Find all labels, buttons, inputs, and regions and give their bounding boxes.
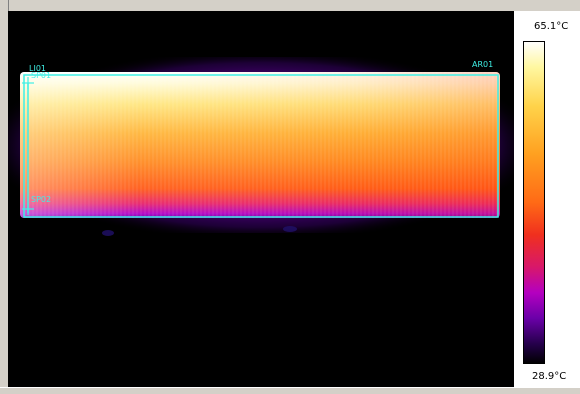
spot-sp02-label: SP02 — [31, 195, 51, 204]
area-ar01-label: AR01 — [472, 60, 493, 69]
crosshair-icon[interactable] — [22, 203, 34, 215]
reflection-blob — [283, 226, 297, 232]
window-bottom-border — [0, 387, 580, 394]
spot-sp01-label: SP01 — [31, 71, 51, 80]
line-li01-label: LI01 — [29, 64, 46, 73]
thermal-image-viewport[interactable]: AR01 LI01 SP01 SP02 — [8, 11, 514, 387]
scale-max-label: 65.1°C — [534, 21, 569, 32]
scale-min-label: 28.9°C — [532, 371, 567, 382]
area-ar01-box[interactable] — [23, 74, 499, 218]
temperature-scale-panel: 65.1°C 28.9°C — [514, 11, 580, 387]
crosshair-icon[interactable] — [22, 77, 34, 89]
reflection-blob — [102, 230, 114, 236]
palette-bar — [523, 41, 545, 364]
thermal-image-canvas[interactable]: AR01 LI01 SP01 SP02 — [8, 11, 514, 387]
